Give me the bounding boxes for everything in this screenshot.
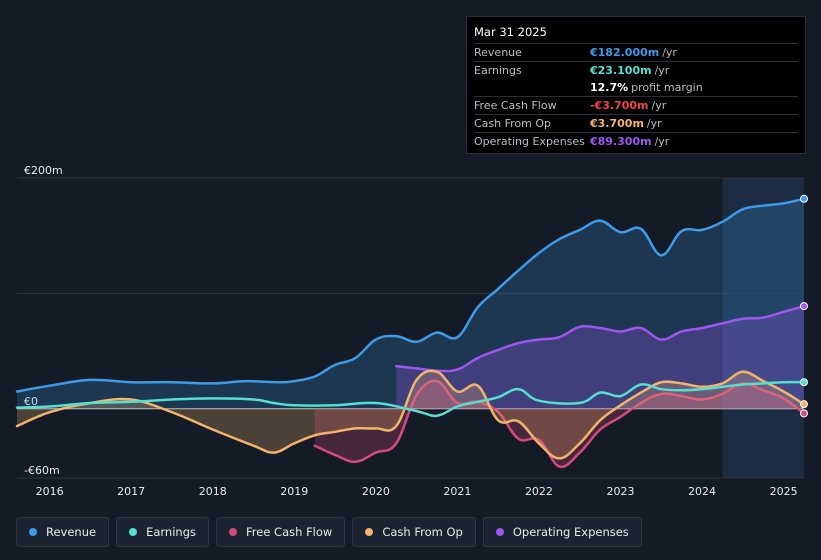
endpoint-marker-operating-expenses — [800, 302, 808, 311]
series-area-revenue — [17, 198, 804, 409]
tooltip-row-label: Cash From Op — [474, 117, 552, 130]
tooltip-row-unit: profit margin — [631, 81, 703, 94]
x-tick-label: 2025 — [770, 485, 798, 498]
tooltip-row: 12.7% profit margin — [474, 79, 798, 96]
x-tick-label: 2019 — [280, 485, 308, 498]
x-tick-label: 2020 — [362, 485, 390, 498]
tooltip-row-label — [474, 79, 590, 96]
tooltip-row-unit: /yr — [646, 117, 662, 130]
series-line-revenue — [15, 197, 806, 393]
endpoint-marker-revenue — [800, 194, 808, 203]
y-tick-label: €0 — [24, 395, 38, 408]
series-area-operating-expenses — [396, 306, 804, 409]
tooltip-row: Revenue €182.000m/yr — [474, 43, 798, 61]
tooltip-row-value: €89.300m — [590, 135, 652, 148]
tooltip-row-value: €182.000m — [590, 46, 660, 59]
tooltip-row-unit: /yr — [654, 64, 670, 77]
legend-item-earnings[interactable]: Earnings — [116, 517, 209, 547]
tooltip-row-unit: /yr — [662, 46, 677, 59]
tooltip-row-unit: /yr — [651, 99, 667, 112]
tooltip-row: Operating Expenses €89.300m/yr — [474, 132, 798, 150]
legend-dot-icon — [129, 528, 138, 536]
tooltip-row: Earnings €23.100m/yr — [474, 61, 798, 79]
endpoint-marker-earnings — [800, 378, 808, 387]
endpoint-marker-free-cash-flow — [800, 409, 808, 418]
endpoint-marker-cash-from-op — [800, 400, 808, 409]
tooltip-date: Mar 31 2025 — [474, 25, 547, 39]
x-tick-label: 2016 — [36, 485, 64, 498]
tooltip-panel: Mar 31 2025 Revenue €182.000m/yr Earnings €… — [466, 16, 806, 154]
series-line-cash-from-op — [15, 369, 806, 460]
y-tick-label: €200m — [24, 164, 63, 177]
tooltip-row-value: 12.7% — [590, 81, 629, 94]
tooltip-row-value: €3.700m — [590, 117, 644, 130]
tooltip-row-unit: /yr — [654, 135, 670, 148]
x-tick-label: 2021 — [443, 485, 471, 498]
legend-item-free-cash-flow[interactable]: Free Cash Flow — [216, 517, 346, 547]
x-tick-label: 2022 — [525, 485, 553, 498]
legend-dot-icon — [229, 528, 237, 536]
legend-item-label: Operating Expenses — [512, 525, 629, 539]
x-tick-label: 2018 — [199, 485, 227, 498]
tooltip-row-label: Earnings — [474, 64, 522, 77]
x-tick-label: 2023 — [607, 485, 635, 498]
series-line-free-cash-flow — [313, 379, 806, 469]
legend-item-label: Cash From Op — [382, 525, 463, 539]
highlight-region — [722, 178, 804, 478]
tooltip-row-label: Free Cash Flow — [474, 99, 557, 112]
x-tick-label: 2024 — [688, 485, 716, 498]
y-tick-label: -€60m — [24, 464, 60, 477]
x-tick-label: 2017 — [117, 485, 145, 498]
legend-item-operating-expenses[interactable]: Operating Expenses — [482, 517, 642, 547]
tooltip-row: Cash From Op €3.700m/yr — [474, 114, 798, 132]
legend-dot-icon — [365, 528, 374, 536]
legend-item-label: Earnings — [146, 525, 196, 539]
tooltip-row-label: Revenue — [474, 46, 522, 59]
tooltip-row-value: €23.100m — [590, 64, 652, 77]
legend-item-label: Free Cash Flow — [246, 525, 333, 539]
tooltip-row-label: Operating Expenses — [474, 135, 585, 148]
legend: Revenue Earnings Free Cash Flow Cash From O… — [16, 517, 642, 547]
chart-svg: €200m €0 -€60m 2016 2017 2018 2019 2020 2021 2022… — [15, 164, 808, 498]
series-area-free-cash-flow — [314, 380, 804, 467]
series-line-operating-expenses — [394, 304, 806, 373]
legend-dot-icon — [29, 528, 37, 536]
tooltip-row-value: -€3.700m — [590, 99, 649, 112]
tooltip-row: Free Cash Flow -€3.700m/yr — [474, 96, 798, 114]
legend-item-revenue[interactable]: Revenue — [16, 517, 110, 547]
legend-dot-icon — [495, 528, 504, 536]
legend-item-cash-from-op[interactable]: Cash From Op — [352, 517, 476, 547]
series-line-earnings — [15, 380, 806, 418]
legend-item-label: Revenue — [46, 525, 97, 539]
